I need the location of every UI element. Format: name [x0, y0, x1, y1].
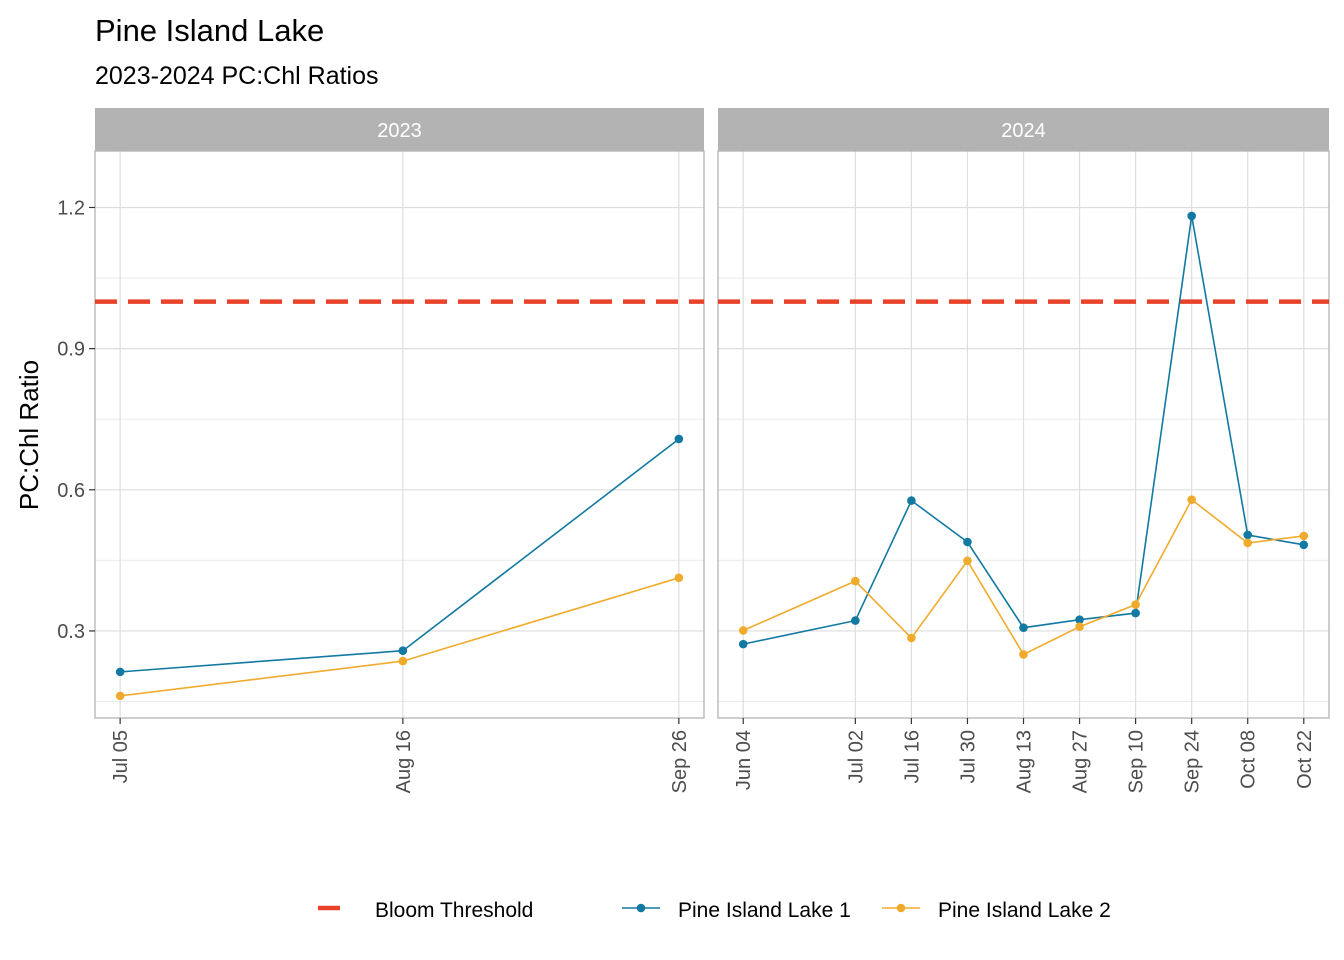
data-point: [851, 576, 860, 586]
x-tick-label: Aug 27: [1070, 730, 1092, 793]
data-point: [907, 496, 916, 505]
legend-key-point: [896, 903, 906, 913]
data-point: [115, 667, 125, 677]
data-point: [738, 639, 748, 649]
data-point: [1075, 622, 1084, 632]
legend-label: Pine Island Lake 2: [938, 899, 1111, 922]
chart-title: Pine Island Lake: [95, 13, 324, 48]
legend-key-point: [636, 903, 646, 913]
x-tick-label: Oct 22: [1294, 730, 1316, 789]
data-point: [1019, 623, 1028, 632]
y-tick-label: 0.3: [57, 621, 85, 643]
legend: Bloom Threshold Pine Island Lake 1 Pine Is…: [318, 899, 1111, 922]
data-point: [1243, 530, 1253, 540]
data-point: [1299, 531, 1309, 541]
data-point: [398, 656, 408, 666]
x-tick-label: Oct 08: [1238, 730, 1260, 789]
data-point: [1187, 495, 1196, 504]
legend-item-pine-island-lake-2: Pine Island Lake 2: [882, 899, 1111, 922]
data-point: [1075, 615, 1084, 624]
panels: 2023 Jul 05 Aug 16 Sep 26 0.3 0.6 0.9 1.2 2024 Ju…: [57, 108, 1330, 793]
series-line-pine-island-lake-1: [120, 438, 680, 673]
y-tick-label: 0.6: [57, 480, 85, 502]
x-tick-label: Sep 10: [1126, 730, 1148, 793]
facet-strip: [95, 108, 704, 151]
legend-item-bloom-threshold: Bloom Threshold: [318, 899, 533, 922]
data-point: [1131, 608, 1140, 618]
data-point: [674, 573, 684, 583]
data-point: [1187, 211, 1196, 221]
x-tick-label: Aug 16: [393, 730, 415, 793]
data-point: [674, 434, 684, 444]
x-tick-label: Jun 04: [733, 730, 755, 790]
x-tick-label: Jul 16: [901, 730, 923, 783]
series-line-pine-island-lake-2: [742, 498, 1304, 656]
data-point: [738, 626, 748, 635]
x-tick-label: Sep 24: [1182, 730, 1204, 793]
data-point: [963, 556, 972, 566]
facet-strip-label: 2023: [377, 120, 422, 142]
data-point: [1019, 650, 1028, 659]
facet-strip: [718, 108, 1329, 151]
x-tick-label: Jul 05: [110, 730, 132, 783]
data-point: [115, 691, 125, 701]
y-tick-label: 1.2: [57, 197, 85, 219]
facet-strip-label: 2024: [1001, 120, 1046, 142]
data-point: [963, 537, 972, 547]
panel-2024: 2024 Jun 04 Jul 02 Jul 16 Jul 30 Aug 13 Aug 27…: [717, 108, 1330, 793]
data-point: [1243, 538, 1253, 548]
data-point: [1299, 540, 1309, 550]
series-line-pine-island-lake-2: [120, 577, 680, 697]
data-point: [1131, 600, 1140, 609]
chart-subtitle: 2023-2024 PC:Chl Ratios: [95, 62, 379, 90]
series-line-pine-island-lake-1: [743, 215, 1304, 645]
x-tick-label: Jul 30: [957, 730, 979, 783]
data-point: [851, 616, 860, 625]
x-tick-label: Aug 13: [1014, 730, 1036, 793]
legend-label: Bloom Threshold: [375, 899, 533, 922]
panel-border: [94, 150, 705, 719]
data-point: [398, 646, 408, 656]
legend-item-pine-island-lake-1: Pine Island Lake 1: [622, 899, 851, 922]
legend-label: Pine Island Lake 1: [678, 899, 851, 922]
x-tick-label: Sep 26: [669, 730, 691, 793]
y-axis-title: PC:Chl Ratio: [14, 360, 44, 510]
panel-2023: 2023 Jul 05 Aug 16 Sep 26 0.3 0.6 0.9 1.2: [57, 108, 705, 793]
x-tick-label: Jul 02: [845, 730, 867, 783]
data-point: [907, 633, 916, 643]
y-tick-label: 0.9: [57, 339, 85, 361]
